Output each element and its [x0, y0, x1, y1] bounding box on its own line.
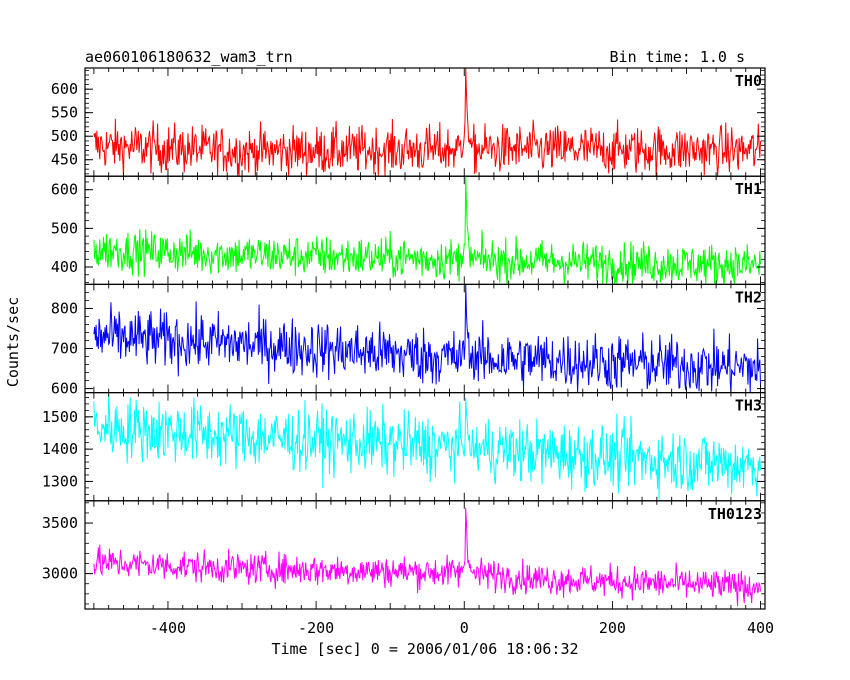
x-tick-label: 200: [599, 619, 626, 637]
y-tick-label: 400: [51, 258, 78, 276]
y-tick-label: 3500: [42, 514, 78, 532]
panel-group: 450 500 550 600 TH0 400 500 600 TH1 600 700 800 TH2 1…: [42, 67, 774, 637]
y-axis-label: Counts/sec: [4, 297, 22, 387]
series-line-th3: [93, 395, 762, 500]
y-tick-label: 700: [51, 340, 78, 358]
y-tick-label: 1500: [42, 408, 78, 426]
y-tick-label: 1300: [42, 472, 78, 490]
panel-th0: 450 500 550 600 TH0: [51, 67, 766, 177]
y-tick-label: 550: [51, 104, 78, 122]
y-tick-label: 600: [51, 380, 78, 398]
x-tick-label: -200: [298, 619, 334, 637]
panel-label: TH2: [735, 288, 762, 306]
chart-title: ae060106180632_wam3_trn: [85, 48, 293, 66]
y-tick-label: 600: [51, 181, 78, 199]
panel-th1: 400 500 600 TH1: [51, 175, 766, 285]
panel-label: TH3: [735, 397, 762, 415]
y-tick-label: 450: [51, 151, 78, 169]
y-tick-label: 800: [51, 299, 78, 317]
panel-th2: 600 700 800 TH2: [51, 283, 766, 398]
y-tick-label: 1400: [42, 440, 78, 458]
y-tick-label: 600: [51, 80, 78, 98]
panel-label: TH1: [735, 180, 762, 198]
panel-label: TH0: [735, 72, 762, 90]
x-tick-label: 400: [747, 619, 774, 637]
series-line-th1: [93, 176, 762, 285]
x-tick-label: -400: [150, 619, 186, 637]
panel-label: TH0123: [708, 505, 762, 523]
x-axis-label: Time [sec] 0 = 2006/01/06 18:06:32: [271, 640, 578, 658]
x-tick-label: 0: [460, 619, 469, 637]
series-line-th0123: [93, 507, 762, 607]
bin-time-label: Bin time: 1.0 s: [610, 48, 745, 66]
panel-frame: [84, 500, 766, 610]
y-tick-label: 500: [51, 219, 78, 237]
y-tick-label: 3000: [42, 565, 78, 583]
panel-th0123: 3000 3500 TH0123: [42, 500, 766, 610]
series-line-th0: [93, 68, 762, 177]
y-tick-label: 500: [51, 127, 78, 145]
series-line-th2: [93, 284, 762, 393]
panel-th3: 1300 1400 1500 TH3: [42, 392, 766, 502]
